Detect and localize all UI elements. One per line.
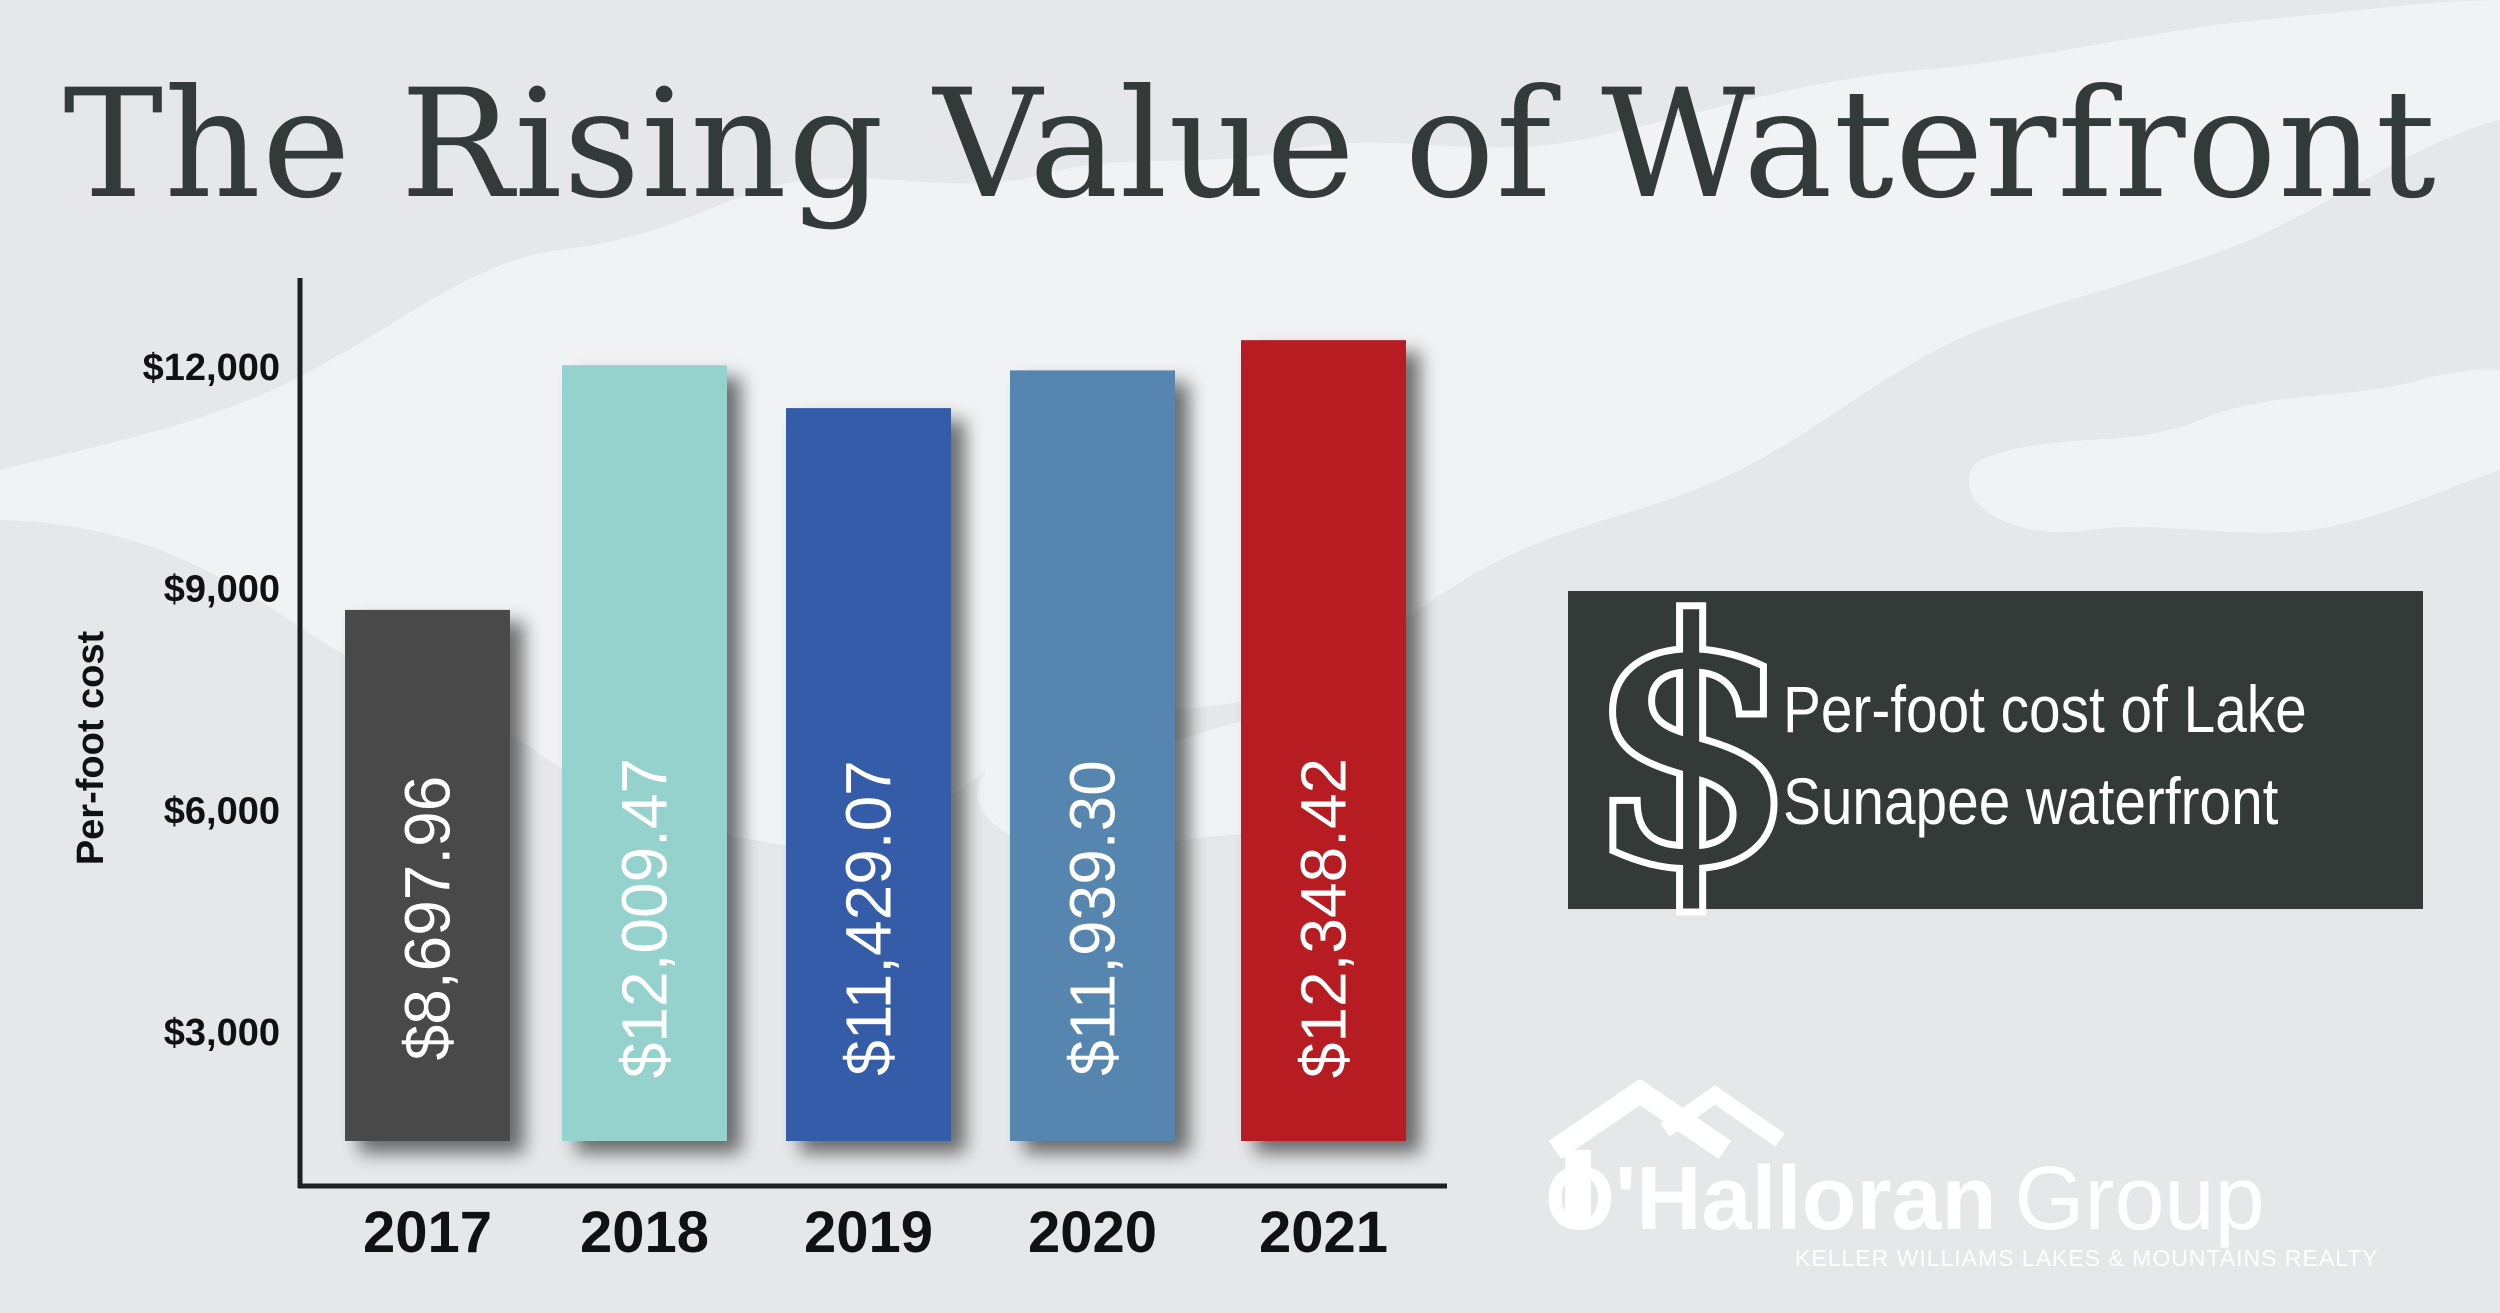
x-tick-label: 2017 — [363, 1200, 492, 1265]
y-tick-label: $6,000 — [164, 790, 280, 832]
bar-chart: $8,697.96 $12,009.47 $11,429.07 $11,939.30 $… — [70, 278, 1447, 1265]
dollar-sign-icon: $ — [1581, 549, 1805, 943]
company-logo: O'Halloran Group KELLER WILLIAMS LAKES & … — [1545, 1080, 2445, 1271]
bar-value-label: $12,348.42 — [1288, 758, 1360, 1078]
logo-name-bold: O'Halloran — [1545, 1149, 1997, 1249]
y-axis-ticks: $3,000 $6,000 $9,000 $12,000 — [143, 347, 280, 1054]
x-tick-label: 2019 — [804, 1200, 933, 1265]
y-axis-label: Per-foot cost — [70, 630, 112, 865]
bar-2020 — [1010, 370, 1175, 1141]
x-tick-label: 2021 — [1259, 1200, 1388, 1265]
logo-wordmark: O'Halloran Group — [1545, 1148, 2265, 1251]
bar-2017 — [345, 609, 510, 1141]
bar-data-labels: $8,697.96 $12,009.47 $11,429.07 $11,939.30 $… — [392, 758, 1360, 1078]
y-tick-label: $3,000 — [164, 1012, 280, 1054]
bar-value-label: $8,697.96 — [392, 776, 464, 1061]
x-axis-ticks: 2017 2018 2019 2020 2021 — [363, 1200, 1388, 1265]
logo-tagline: KELLER WILLIAMS LAKES & MOUNTAINS REALTY — [1795, 1245, 2379, 1271]
logo-name-thin: Group — [2014, 1149, 2265, 1249]
legend-text: Per-foot cost of Lake Sunapee waterfront — [1783, 663, 2316, 847]
bar-value-label: $12,009.47 — [609, 758, 681, 1078]
bar-series — [345, 340, 1406, 1142]
house-roof-icon — [1548, 1080, 1785, 1220]
legend-box: $ Per-foot cost of Lake Sunapee waterfro… — [1568, 549, 2423, 943]
bar-2018 — [562, 365, 727, 1141]
x-tick-label: 2018 — [580, 1200, 709, 1265]
page-title: The Rising Value of Waterfront — [63, 58, 2437, 232]
y-tick-label: $9,000 — [164, 569, 280, 611]
bar-2021 — [1241, 340, 1406, 1142]
bar-value-label: $11,429.07 — [833, 760, 905, 1076]
y-tick-label: $12,000 — [143, 347, 280, 389]
bar-2019 — [786, 408, 951, 1141]
legend-line-1: Per-foot cost of Lake — [1783, 672, 2307, 746]
x-tick-label: 2020 — [1028, 1200, 1157, 1265]
legend-line-2: Sunapee waterfront — [1783, 764, 2279, 838]
bar-value-label: $11,939.30 — [1057, 760, 1129, 1076]
